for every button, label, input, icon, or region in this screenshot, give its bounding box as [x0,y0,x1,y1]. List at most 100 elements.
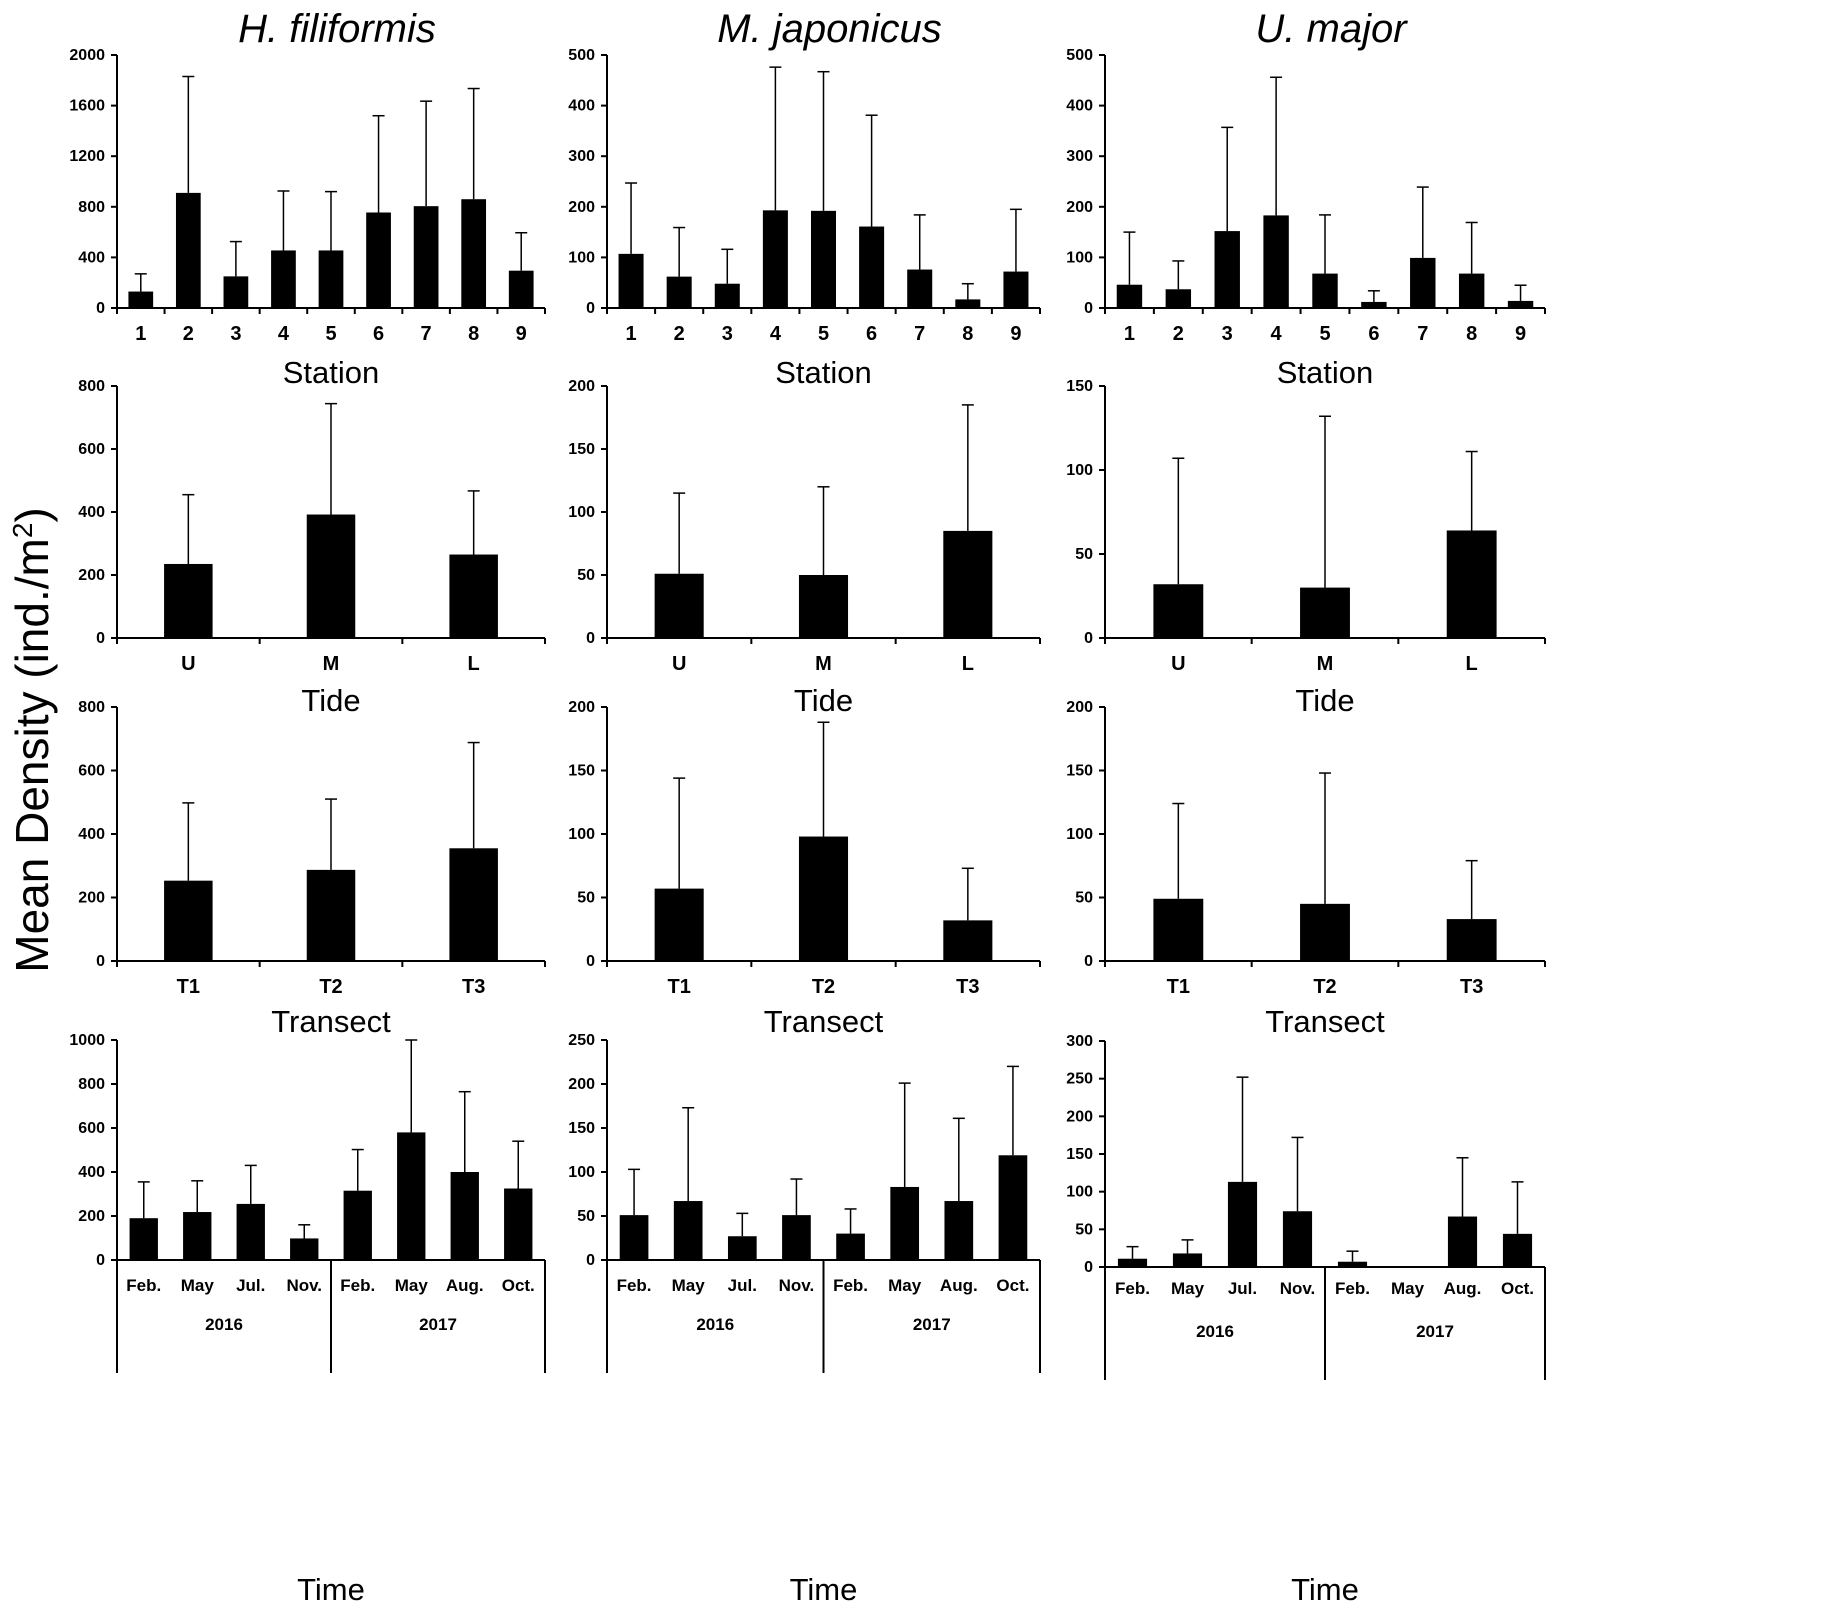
y-tick-label: 1000 [69,1032,105,1049]
chart-title: U. major [1255,7,1408,51]
y-tick-label: 300 [1066,148,1093,165]
x-tick-label: U [1171,653,1185,675]
bar [1447,1216,1478,1267]
bar [714,283,740,308]
x-tick-label: T1 [177,976,200,998]
x-tick-label: Feb. [617,1276,652,1295]
bar [810,210,837,308]
y-tick-label: 400 [78,826,105,843]
bar [1282,1211,1313,1267]
x-tick-label: T2 [812,976,835,998]
y-tick-label: 1600 [69,98,105,115]
y-tick-label: 100 [1066,1184,1093,1201]
x-tick-label: Jul. [728,1276,757,1295]
y-tick-label: 2000 [69,47,105,64]
bar [1003,271,1029,308]
x-tick-label: T3 [956,976,979,998]
bar [318,250,344,308]
x-axis-label: Transect [1265,1004,1385,1039]
x-tick-label: 2 [183,323,194,345]
y-tick-label: 0 [1084,630,1093,647]
x-tick-label: 7 [421,323,432,345]
bar [450,1172,479,1260]
x-axis-label: Tide [301,683,360,718]
x-tick-label: 1 [135,323,146,345]
chart-hf-station: 0 400 800 1200 1600 2000 1 2 3 4 5 6 7 8 9 Station H. fi… [69,7,546,390]
y-tick-label: 200 [568,199,595,216]
x-tick-label: L [1466,653,1478,675]
x-tick-label: May [395,1276,429,1295]
bar [164,880,213,961]
bar [504,1188,533,1260]
y-tick-label: 400 [78,504,105,521]
y-tick-label: 100 [1066,462,1093,479]
x-tick-label: T2 [1313,976,1336,998]
y-tick-label: 0 [96,300,105,317]
y-tick-label: 400 [78,1164,105,1181]
y-tick-label: 200 [78,1208,105,1225]
bar [508,270,534,308]
bar [1312,273,1338,308]
x-tick-label: 7 [914,323,925,345]
y-tick-label: 800 [78,699,105,716]
y-tick-label: 0 [96,953,105,970]
x-axis-label: Station [1277,355,1374,390]
bar [944,1201,974,1260]
x-axis-label: Time [297,1572,365,1607]
group-label: 2016 [205,1315,243,1334]
x-tick-label: T2 [319,976,342,998]
y-tick-label: 200 [78,567,105,584]
x-tick-label: M [323,653,340,675]
bar [836,1233,865,1260]
x-tick-label: 3 [230,323,241,345]
y-tick-label: 50 [1075,890,1093,907]
bar [397,1132,426,1260]
x-tick-label: T1 [667,976,690,998]
y-tick-label: 300 [1066,1033,1093,1050]
bar [449,848,498,961]
x-tick-label: May [181,1276,215,1295]
x-axis-label: Tide [794,683,853,718]
x-tick-label: 1 [1124,323,1135,345]
y-tick-label: 150 [1066,1146,1093,1163]
y-tick-label: 300 [568,148,595,165]
y-tick-label: 400 [1066,98,1093,115]
bar [619,1215,649,1260]
bar [129,1218,158,1260]
bar [1227,1181,1258,1267]
y-axis-label-text: Mean Density (ind./m [6,538,58,973]
y-tick-label: 150 [568,441,595,458]
x-tick-label: 5 [325,323,336,345]
y-tick-label: 0 [586,630,595,647]
y-tick-label: 50 [1075,546,1093,563]
bar [183,1212,212,1260]
x-tick-label: 1 [625,323,636,345]
x-tick-label: 4 [1271,323,1283,345]
chart-um-transect: 0 50 100 150 200 T1 T2 T3 Transect [1066,699,1546,1039]
x-tick-label: 5 [1319,323,1330,345]
chart-um-station: 0 100 200 300 400 500 1 2 3 4 5 6 7 8 9 Station U. major [1066,7,1546,390]
bar [306,514,356,638]
y-tick-label: 0 [96,630,105,647]
x-axis-label: Tide [1295,683,1354,718]
y-tick-label: 100 [568,504,595,521]
x-tick-label: U [672,653,686,675]
x-tick-label: 8 [962,323,973,345]
chart-mj-transect: 0 50 100 150 200 T1 T2 T3 Transect [568,699,1041,1039]
y-tick-label: 0 [1084,953,1093,970]
x-tick-label: Feb. [340,1276,375,1295]
x-tick-label: T1 [1167,976,1190,998]
bar [673,1201,703,1260]
y-tick-label: 200 [1066,199,1093,216]
bar [1165,289,1192,308]
bar [1502,1233,1533,1267]
chart-um-time: 0 50 100 150 200 250 300 Feb. May Jul. Nov. Feb. May… [1066,1033,1546,1607]
bar [907,269,933,308]
y-tick-label: 200 [78,890,105,907]
x-tick-label: Oct. [996,1276,1029,1295]
x-tick-label: 7 [1417,323,1428,345]
x-tick-label: May [672,1276,706,1295]
bar [955,299,981,308]
y-tick-label: 0 [96,1252,105,1269]
